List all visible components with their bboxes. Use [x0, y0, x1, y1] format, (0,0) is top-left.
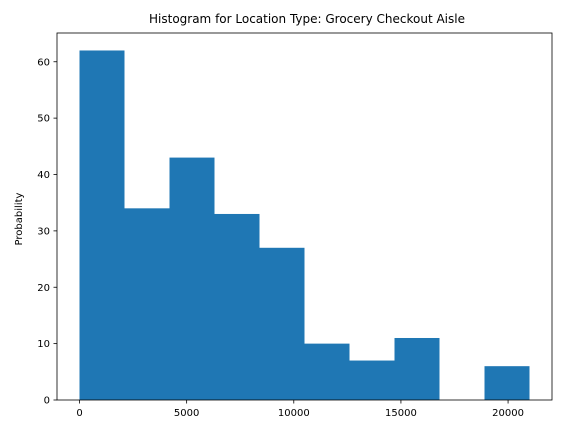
- histogram-bar: [259, 247, 305, 400]
- y-tick-label: 30: [37, 226, 50, 237]
- y-tick-label: 40: [37, 170, 50, 181]
- histogram-bar: [79, 50, 125, 400]
- histogram-bar: [169, 157, 215, 400]
- histogram-bar: [304, 343, 350, 400]
- x-tick-label: 10000: [278, 408, 310, 419]
- x-tick-label: 5000: [174, 408, 199, 419]
- x-tick-label: 20000: [492, 408, 524, 419]
- plot-frame: [56, 32, 553, 401]
- y-axis-label: Probability: [14, 192, 25, 245]
- chart-title: Histogram for Location Type: Grocery Che…: [149, 12, 465, 26]
- x-tick-label: 0: [76, 408, 82, 419]
- x-axis-ticks: 0 5000 10000 15000 20000: [76, 400, 524, 419]
- histogram-bar: [349, 360, 395, 400]
- histogram-bar: [394, 337, 440, 400]
- y-axis-ticks: 0 10 20 30 40 50 60: [37, 57, 57, 407]
- bars-group: [79, 50, 530, 400]
- y-tick-label: 20: [37, 283, 50, 294]
- y-tick-label: 50: [37, 114, 50, 125]
- y-tick-label: 0: [44, 396, 50, 407]
- x-tick-label: 15000: [385, 408, 417, 419]
- histogram-bar: [124, 208, 170, 400]
- histogram-bar: [484, 366, 530, 400]
- y-tick-label: 10: [37, 339, 50, 350]
- y-tick-label: 60: [37, 57, 50, 68]
- histogram-bar: [214, 213, 260, 400]
